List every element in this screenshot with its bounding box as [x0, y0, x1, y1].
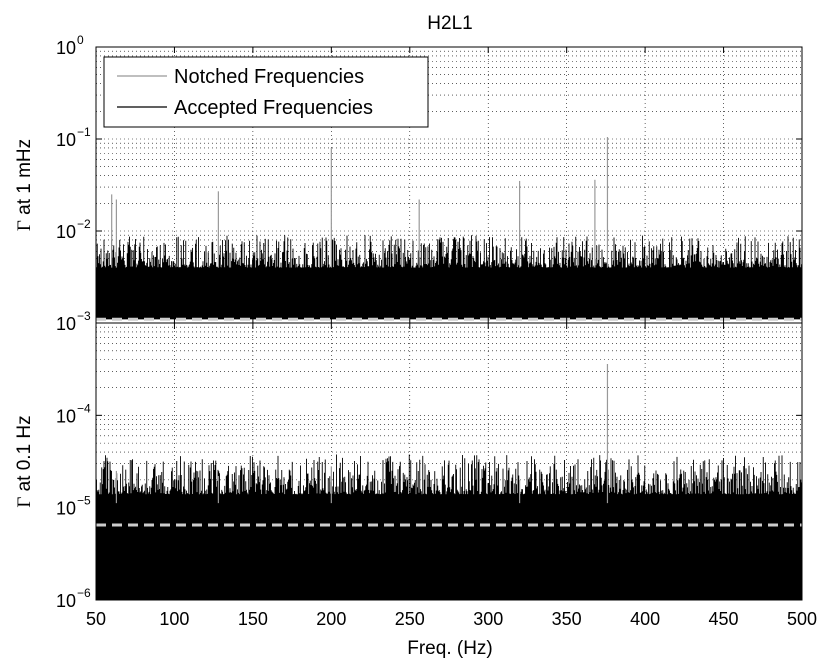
x-tick-label: 50 — [86, 609, 106, 629]
y-tick-label: 10 — [56, 499, 76, 519]
panel-top-grid — [96, 47, 802, 323]
panel-top-ylabel-symbol: Γ — [14, 220, 35, 231]
x-tick-label: 200 — [316, 609, 346, 629]
x-tick-label: 150 — [238, 609, 268, 629]
y-tick-label: 10 — [56, 406, 76, 426]
y-tick-exponent: −3 — [77, 309, 91, 323]
panel-bottom: 10−410−510 −650 100 150 200 250 300 350 400 450 50… — [14, 322, 817, 629]
legend-label-notched: Notched Frequencies — [174, 66, 364, 88]
y-tick-label: 10 — [56, 222, 76, 242]
x-tick-label: 450 — [709, 609, 739, 629]
x-axis-label: Freq. (Hz) — [407, 638, 493, 659]
panel-top-ylabel: Γ at 1 mHz — [14, 139, 35, 231]
panel-bottom-ylabel-symbol: Γ — [14, 497, 35, 508]
y-tick-exponent: −2 — [77, 217, 91, 231]
x-tick-label: 500 — [787, 609, 817, 629]
legend-label-accepted: Accepted Frequencies — [174, 97, 373, 119]
y-tick-label: 10 — [56, 314, 76, 334]
y-tick-label: 10 — [56, 130, 76, 150]
y-tick-exponent: −5 — [77, 494, 91, 508]
x-tick-label: 100 — [159, 609, 189, 629]
y-tick-exponent: 0 — [77, 33, 84, 47]
x-tick-label: 250 — [395, 609, 425, 629]
panel-bottom-ylabel-text: at 0.1 Hz — [14, 415, 35, 496]
panel-top-ylabel-text: at 1 mHz — [14, 139, 35, 220]
y-tick-label: 10 — [56, 38, 76, 58]
panel-bottom-notched-series — [115, 363, 609, 504]
x-tick-label: 350 — [552, 609, 582, 629]
y-tick-label: 10 — [56, 591, 76, 611]
x-tick-label: 400 — [630, 609, 660, 629]
panel-top-notched-series — [111, 137, 609, 268]
legend: Notched Frequencies Accepted Frequencies — [103, 56, 429, 128]
y-tick-exponent: −1 — [77, 125, 91, 139]
panel-bottom-frame — [95, 322, 803, 601]
x-tick-label: 300 — [473, 609, 503, 629]
legend-box — [103, 56, 429, 128]
panel-bottom-ticks: 10−410−510 −650 100 150 200 250 300 350 400 450 50… — [56, 323, 817, 629]
panel-bottom-ylabel: Γ at 0.1 Hz — [14, 415, 35, 507]
chart-title: H2L1 — [427, 13, 472, 34]
y-tick-exponent: −4 — [77, 401, 91, 415]
y-tick-exponent: −6 — [77, 586, 91, 600]
accepted-frequencies-fill — [96, 267, 802, 320]
panel-top-accepted-series — [96, 235, 802, 320]
